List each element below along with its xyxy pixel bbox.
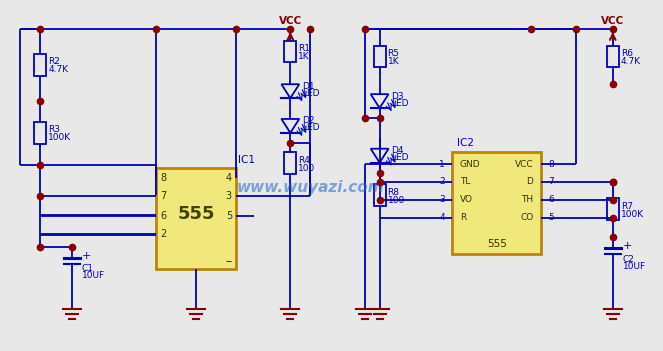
Text: VO: VO [460,195,473,204]
Text: 8: 8 [548,160,554,168]
Text: LED: LED [302,89,320,98]
Text: 555: 555 [487,239,507,250]
Text: +: + [82,251,91,261]
Text: 4.7K: 4.7K [48,65,68,74]
Text: –: – [225,255,232,268]
Bar [34,122,46,144]
Bar [374,184,386,206]
Text: D2: D2 [302,117,315,125]
Bar [34,54,46,76]
Text: C2: C2 [623,255,634,264]
Text: +: + [623,241,632,251]
Text: 7: 7 [160,191,166,201]
Text: 7: 7 [548,178,554,186]
Text: 2: 2 [160,229,166,239]
Text: 1: 1 [440,160,445,168]
Bar [607,46,619,67]
Text: 2: 2 [440,178,445,186]
Text: R4: R4 [298,155,310,165]
Text: 3: 3 [440,195,445,204]
Bar [607,198,619,220]
Text: CO: CO [520,213,534,222]
Text: 8: 8 [160,173,166,183]
Text: D4: D4 [392,146,404,155]
Text: TH: TH [521,195,534,204]
Text: R8: R8 [388,188,400,197]
Text: 10UF: 10UF [82,271,105,280]
Text: LED: LED [392,153,409,162]
Text: D: D [526,178,534,186]
Bar [156,168,236,269]
Text: 100: 100 [298,164,316,173]
Text: 100: 100 [388,196,405,205]
Text: R5: R5 [388,49,400,58]
Text: 10UF: 10UF [623,262,646,271]
Text: IC1: IC1 [238,155,255,165]
Text: TL: TL [460,178,470,186]
Text: D3: D3 [392,92,404,101]
Text: R7: R7 [621,202,633,211]
Text: 5: 5 [225,211,232,221]
Text: 555: 555 [177,205,215,223]
Text: LED: LED [302,124,320,132]
Text: 1K: 1K [388,57,399,66]
Text: R2: R2 [48,58,60,66]
Text: C1: C1 [82,264,94,273]
Text: www.wuyazi.com: www.wuyazi.com [236,180,384,196]
Bar [284,41,296,62]
Text: 4: 4 [440,213,445,222]
Text: 5: 5 [548,213,554,222]
Text: 1K: 1K [298,52,310,61]
Text: 3: 3 [226,191,232,201]
Text: GND: GND [460,160,481,168]
Bar [284,152,296,174]
Text: 4.7K: 4.7K [621,57,641,66]
Text: LED: LED [392,99,409,107]
Text: 6: 6 [160,211,166,221]
Text: IC2: IC2 [457,138,474,148]
Text: 100K: 100K [48,133,72,142]
Text: D1: D1 [302,82,315,91]
Bar [452,152,541,254]
Bar [374,46,386,67]
Text: R: R [460,213,466,222]
Text: 100K: 100K [621,210,644,219]
Text: 6: 6 [548,195,554,204]
Text: R3: R3 [48,125,60,134]
Text: 4: 4 [226,173,232,183]
Text: R6: R6 [621,49,633,58]
Text: R1: R1 [298,44,310,53]
Text: VCC: VCC [601,16,625,26]
Text: VCC: VCC [514,160,534,168]
Text: VCC: VCC [278,16,302,26]
